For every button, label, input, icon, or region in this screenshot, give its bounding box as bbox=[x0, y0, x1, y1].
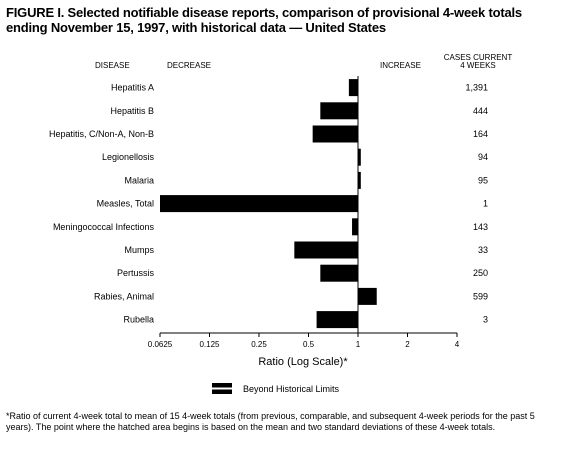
category-label: Pertussis bbox=[117, 268, 155, 278]
figure-title-line2: ending November 15, 1997, with historica… bbox=[6, 20, 386, 35]
cases-value: 250 bbox=[473, 268, 488, 278]
category-label: Rabies, Animal bbox=[94, 291, 154, 301]
category-label: Hepatitis A bbox=[111, 83, 154, 93]
bar bbox=[358, 171, 361, 189]
cases-value: 94 bbox=[478, 152, 488, 162]
footnote: *Ratio of current 4-week total to mean o… bbox=[6, 411, 561, 433]
x-tick-label: 0.5 bbox=[303, 340, 315, 349]
footnote-marker: * bbox=[6, 411, 10, 421]
header-decrease: DECREASE bbox=[167, 61, 211, 70]
x-tick-label: 0.125 bbox=[199, 340, 220, 349]
header-increase: INCREASE bbox=[380, 61, 421, 70]
bar bbox=[348, 79, 358, 97]
figure-title-line1: FIGURE I. Selected notifiable disease re… bbox=[6, 5, 522, 20]
header-cases-line2: 4 WEEKS bbox=[460, 61, 496, 70]
cases-value: 143 bbox=[473, 222, 488, 232]
category-label: Legionellosis bbox=[102, 152, 155, 162]
bar bbox=[320, 102, 358, 120]
x-tick-label: 4 bbox=[455, 340, 460, 349]
x-tick-label: 0.25 bbox=[251, 340, 267, 349]
cases-value: 164 bbox=[473, 129, 488, 139]
x-tick-label: 0.0625 bbox=[148, 340, 173, 349]
x-tick-label: 1 bbox=[356, 340, 361, 349]
header-disease: DISEASE bbox=[95, 61, 130, 70]
cases-value: 33 bbox=[478, 245, 488, 255]
plot-area: Hepatitis A 1,391 Hepatitis B 444 Hepatitis,… bbox=[49, 76, 488, 349]
header-cases-line1: CASES CURRENT bbox=[444, 53, 513, 62]
bar bbox=[358, 287, 377, 305]
category-label: Hepatitis, C/Non-A, Non-B bbox=[49, 129, 154, 139]
legend-label: Beyond Historical Limits bbox=[243, 384, 340, 394]
x-tick-label: 2 bbox=[405, 340, 410, 349]
category-label: Mumps bbox=[124, 245, 154, 255]
bar bbox=[312, 125, 358, 143]
footnote-text: Ratio of current 4-week total to mean of… bbox=[6, 411, 535, 432]
legend: Beyond Historical Limits bbox=[212, 383, 340, 394]
bar bbox=[320, 264, 358, 282]
cases-value: 1 bbox=[483, 199, 488, 209]
category-label: Rubella bbox=[123, 315, 154, 325]
category-label: Malaria bbox=[124, 175, 154, 185]
category-label: Meningococcal Infections bbox=[53, 222, 155, 232]
cases-value: 3 bbox=[483, 315, 488, 325]
bar bbox=[160, 195, 358, 213]
category-label: Measles, Total bbox=[97, 199, 154, 209]
cases-value: 95 bbox=[478, 175, 488, 185]
cases-value: 1,391 bbox=[465, 83, 488, 93]
cases-value: 444 bbox=[473, 106, 488, 116]
bar bbox=[358, 148, 361, 166]
cases-value: 599 bbox=[473, 291, 488, 301]
bar bbox=[294, 241, 358, 259]
x-axis-label: Ratio (Log Scale)* bbox=[258, 356, 348, 368]
figure-title: FIGURE I. Selected notifiable disease re… bbox=[6, 5, 566, 35]
bar bbox=[352, 218, 358, 236]
bar bbox=[316, 311, 358, 329]
category-label: Hepatitis B bbox=[110, 106, 154, 116]
